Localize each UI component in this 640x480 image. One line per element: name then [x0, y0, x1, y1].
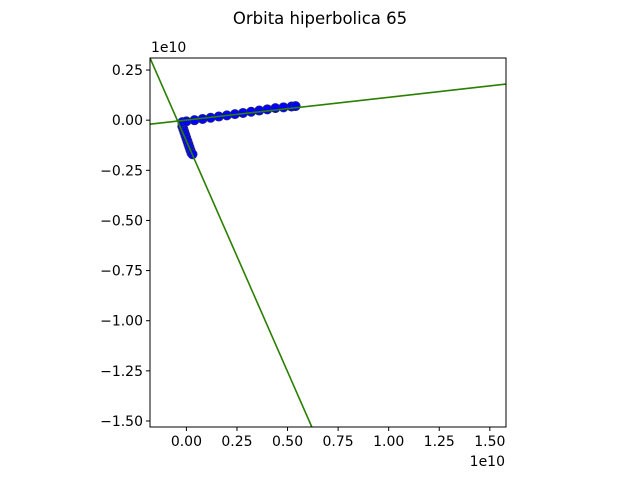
- asymptote-line: [150, 83, 506, 125]
- orbit-point: [181, 116, 192, 127]
- x-axis-offset-label: 1e10: [470, 454, 505, 470]
- y-tick-label: −0.50: [100, 213, 143, 229]
- y-tick-label: −0.25: [100, 163, 143, 179]
- x-tick-label: 0.75: [323, 434, 354, 450]
- y-axis-offset-label: 1e10: [151, 40, 186, 56]
- axes-frame: [149, 57, 507, 428]
- plot-area: [150, 58, 506, 427]
- y-axis-ticks: 0.25 0.00 −0.25 −0.50 −0.75 −1.00 −1.25 −1.50: [100, 63, 150, 430]
- asymptote-line: [150, 58, 313, 427]
- y-tick-label: −1.50: [100, 414, 143, 430]
- y-tick-label: −0.75: [100, 264, 143, 280]
- x-tick-label: 1.00: [373, 434, 404, 450]
- y-tick-label: −1.00: [100, 314, 143, 330]
- orbit-point: [254, 105, 265, 116]
- x-tick-label: 0.00: [171, 434, 202, 450]
- chart-title: Orbita hiperbolica 65: [233, 9, 407, 28]
- y-tick-label: 0.00: [112, 113, 143, 129]
- y-tick-label: 0.25: [112, 63, 143, 79]
- orbit-point: [290, 101, 301, 112]
- x-tick-label: 1.25: [424, 434, 455, 450]
- x-tick-label: 0.25: [221, 434, 252, 450]
- y-tick-label: −1.25: [100, 364, 143, 380]
- x-tick-label: 1.50: [474, 434, 505, 450]
- orbit-point: [270, 103, 281, 114]
- x-axis-ticks: 0.00 0.25 0.50 0.75 1.00 1.25 1.50: [171, 427, 505, 450]
- orbit-point: [262, 104, 273, 115]
- orbit-point: [278, 102, 289, 113]
- x-tick-label: 0.50: [272, 434, 303, 450]
